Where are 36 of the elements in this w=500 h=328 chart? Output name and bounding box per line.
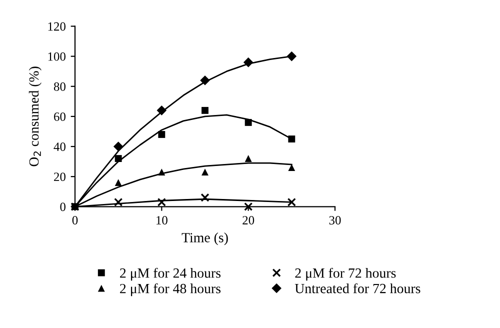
point (288, 136, 296, 142)
point (244, 202, 253, 211)
point (244, 118, 252, 126)
legend-label: 2 μM for 48 hours (120, 283, 221, 296)
point (243, 57, 254, 68)
x-axis-title: Time (s) (182, 232, 228, 246)
point (286, 51, 297, 62)
point (288, 164, 296, 172)
legend-label: 2 μM for 72 hours (295, 268, 396, 281)
point (200, 75, 210, 86)
legend-label: Untreated for 72 hours (294, 283, 420, 294)
y-tick-label: 120 (48, 22, 66, 31)
y-axis-title: O$_{2}$ consumed (%) (28, 66, 42, 166)
y-tick-label: 60 (54, 112, 66, 121)
point (114, 198, 123, 206)
point (287, 198, 296, 206)
y-tick-label: 20 (54, 172, 66, 182)
legend-label: 2 μM for 24 hours (120, 268, 221, 281)
point (244, 155, 252, 162)
x-tick-label: 30 (329, 216, 341, 224)
y-tick-label: 40 (54, 142, 66, 151)
point (158, 131, 166, 138)
x-tick-label: 10 (156, 216, 168, 224)
point (202, 168, 208, 176)
point (158, 168, 166, 176)
y-tick-label: 80 (54, 82, 66, 91)
x-tick-label: 0 (72, 216, 78, 224)
point (200, 193, 210, 202)
y-tick-label: 0 (60, 202, 66, 212)
point (114, 179, 122, 186)
point (202, 106, 208, 114)
point (113, 142, 124, 152)
x-tick-label: 20 (242, 216, 254, 224)
y-tick-label: 100 (48, 52, 66, 61)
point (114, 155, 122, 162)
point (156, 106, 167, 116)
